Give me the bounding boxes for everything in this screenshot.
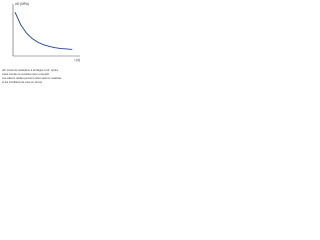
page: σD (MPa) t (s) σD: Limite de résistance … <box>0 0 100 89</box>
note: et les conditions de mise en œuvre <box>2 80 43 84</box>
x-axis-label: t (s) <box>75 58 81 62</box>
note: σD: Limite de résistance à la fatigue à … <box>2 68 59 72</box>
y-axis-label: σD (MPa) <box>15 2 29 6</box>
note: Cette courbe ne constitue qu'un exemple <box>2 72 50 76</box>
data-line <box>14 11 73 50</box>
chart: σD (MPa) t (s) σD: Limite de résistance … <box>2 2 81 84</box>
note: Les valeurs réelles peuvent varier selon… <box>2 76 62 80</box>
